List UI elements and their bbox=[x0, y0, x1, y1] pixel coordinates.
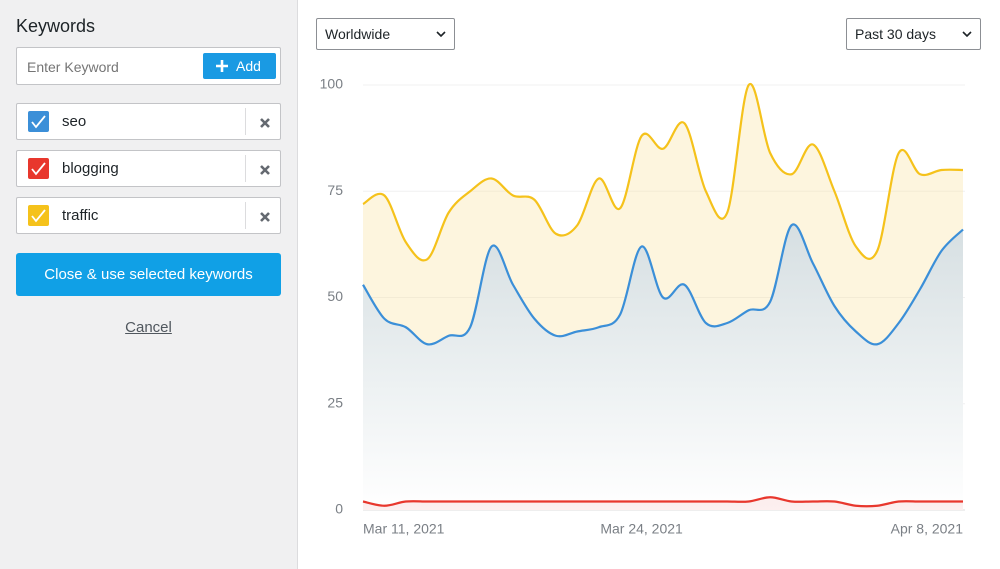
check-icon bbox=[31, 209, 46, 223]
line bbox=[362, 223, 964, 346]
keyword-row: seo bbox=[16, 103, 281, 140]
check-icon bbox=[31, 162, 46, 176]
remove-icon[interactable] bbox=[259, 211, 271, 223]
divider bbox=[245, 202, 246, 229]
chevron bbox=[962, 31, 972, 37]
chevron bbox=[436, 31, 446, 37]
keyword-row: traffic bbox=[16, 197, 281, 234]
area bbox=[363, 497, 963, 510]
remove-button[interactable] bbox=[259, 116, 271, 134]
remove-button[interactable] bbox=[259, 210, 271, 228]
keyword-checkbox[interactable] bbox=[28, 158, 49, 179]
area bbox=[363, 224, 963, 510]
y-tick-label: 25 bbox=[327, 394, 343, 410]
cancel-link[interactable]: Cancel bbox=[125, 319, 172, 336]
line bbox=[362, 496, 963, 508]
check-icon bbox=[31, 115, 46, 129]
keyword-checkbox[interactable] bbox=[28, 205, 49, 226]
y-tick-label: 75 bbox=[327, 182, 343, 198]
region-label: Worldwide bbox=[325, 26, 391, 42]
divider bbox=[245, 108, 246, 135]
period-label: Past 30 days bbox=[855, 26, 936, 42]
line bbox=[362, 82, 964, 262]
add-label: Add bbox=[236, 58, 261, 74]
chart: 0 25 50 75 100 Mar 11, 2021 Mar 24, 2021 Apr 8,… bbox=[320, 76, 965, 537]
keyword-label: traffic bbox=[62, 207, 99, 224]
period-select[interactable]: Past 30 days bbox=[846, 18, 981, 50]
keyword-label: blogging bbox=[62, 160, 119, 177]
plus-icon bbox=[216, 60, 228, 72]
remove-icon[interactable] bbox=[259, 164, 271, 176]
region-select[interactable]: Worldwide bbox=[316, 18, 455, 50]
x-tick-label: Mar 24, 2021 bbox=[600, 521, 683, 537]
remove-button[interactable] bbox=[259, 163, 271, 181]
add-button[interactable]: Add bbox=[203, 53, 276, 79]
input-placeholder: Enter Keyword bbox=[27, 59, 119, 75]
keyword-row: blogging bbox=[16, 150, 281, 187]
keyword-input[interactable]: Enter Keyword Add bbox=[16, 47, 281, 85]
y-tick-label: 100 bbox=[320, 76, 344, 92]
x-tick-label: Mar 11, 2021 bbox=[363, 521, 445, 537]
primary-button[interactable]: Close & use selected keywords bbox=[16, 253, 281, 296]
sidebar-title: Keywords bbox=[16, 16, 96, 36]
y-tick-label: 50 bbox=[327, 288, 343, 304]
y-tick-label: 0 bbox=[335, 501, 343, 517]
divider bbox=[245, 155, 246, 182]
sidebar: Keywords Enter Keyword Add seo blogging tr… bbox=[0, 0, 298, 569]
x-tick-label: Apr 8, 2021 bbox=[891, 521, 964, 537]
remove-icon[interactable] bbox=[259, 117, 271, 129]
keyword-checkbox[interactable] bbox=[28, 111, 49, 132]
keyword-label: seo bbox=[62, 113, 87, 130]
